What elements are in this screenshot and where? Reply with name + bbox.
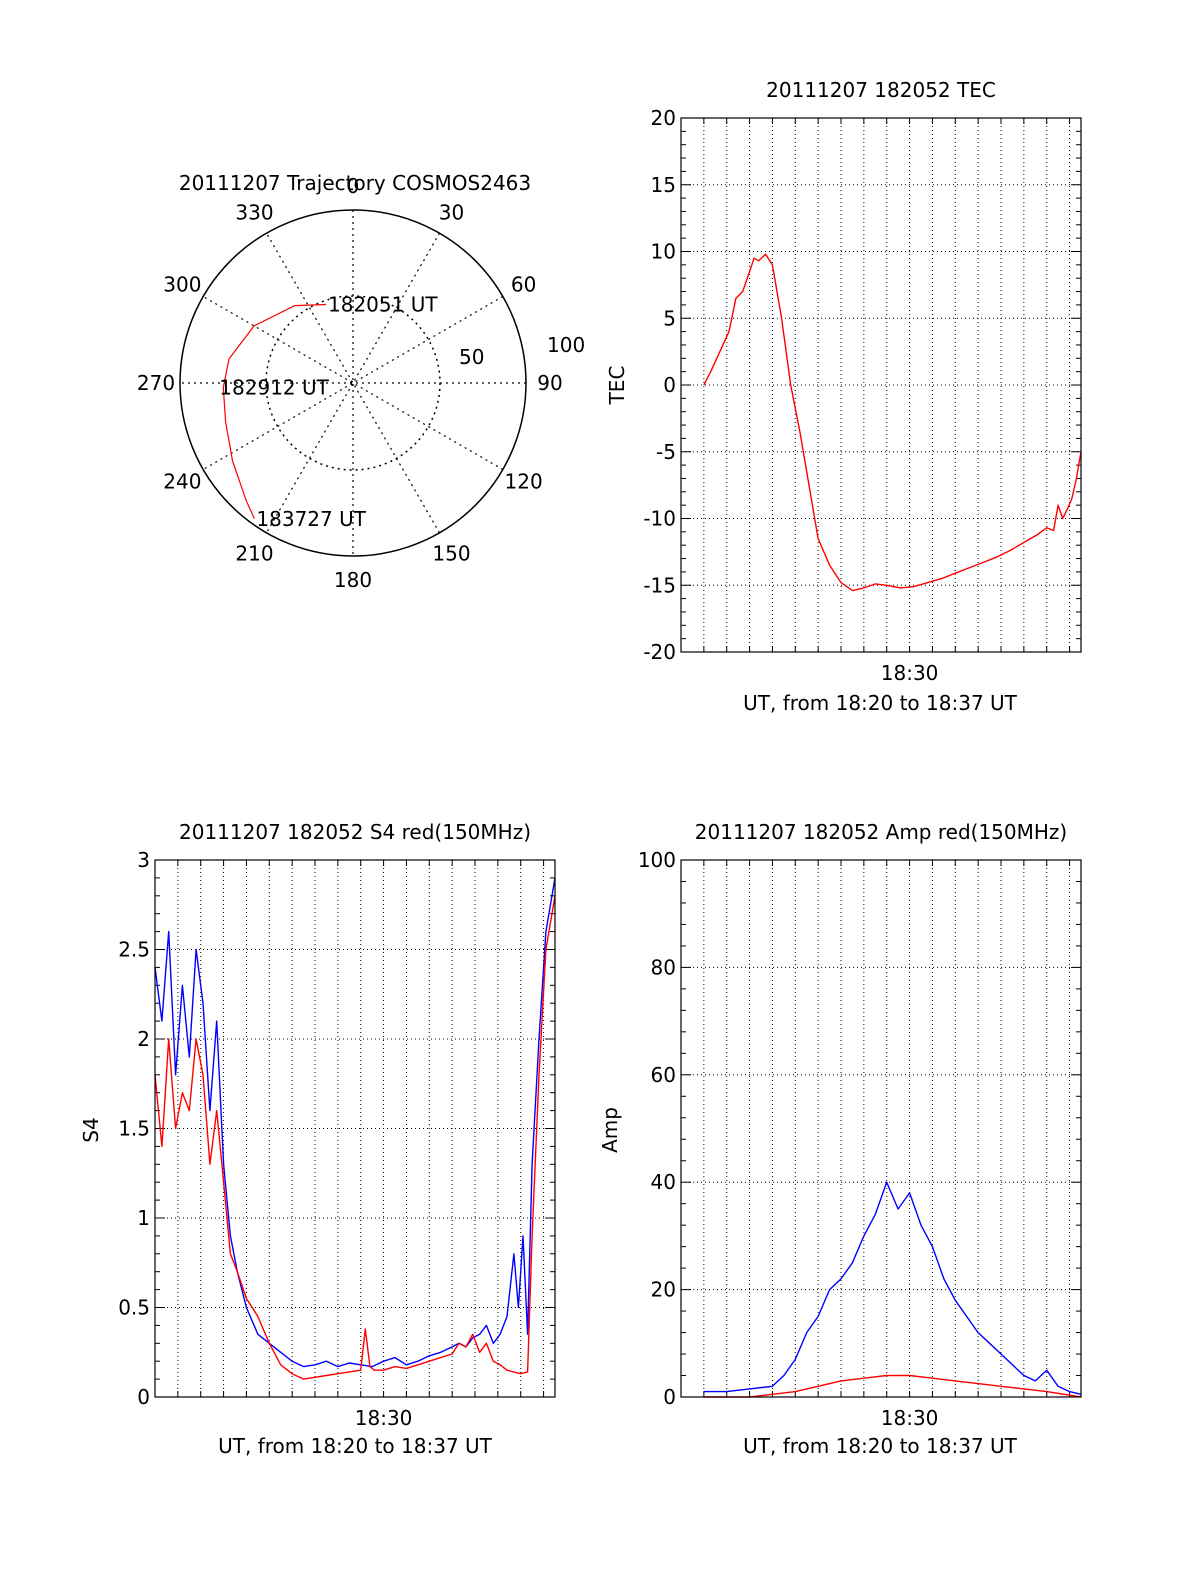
s4-x-tick-label: 18:30 [355, 1406, 413, 1430]
amp-series-line-1 [703, 1374, 1082, 1398]
tec-title: 20111207 182052 TEC [766, 78, 996, 102]
annotation-start-time: 182051 UT [328, 293, 438, 317]
tec-y-tick-label: 0 [663, 373, 676, 397]
tec-y-tick-label: -15 [643, 573, 676, 597]
amp-y-tick-label: 40 [651, 1170, 676, 1194]
azimuth-label-120: 120 [505, 470, 543, 494]
polar-spoke-30 [265, 232, 441, 534]
azimuth-label-60: 60 [511, 273, 536, 297]
tec-chart: 20111207 182052 TEC TEC UT, from 18:20 t… [605, 78, 1082, 715]
tec-y-tick-labels: 20 15 10 5 0 -5 -10 -15 -20 [643, 106, 676, 664]
amp-y-tick-label: 20 [651, 1278, 676, 1302]
s4-y-tick-labels: 3 2.5 2 1.5 1 0.5 0 [118, 848, 150, 1409]
polar-spoke-150 [265, 232, 441, 534]
tec-plot-frame [680, 117, 1082, 653]
tec-x-tick-label: 18:30 [881, 661, 939, 685]
azimuth-label-90: 90 [537, 371, 562, 395]
polar-spoke-120 [202, 295, 504, 471]
s4-y-tick-label: 2.5 [118, 938, 150, 962]
azimuth-label-330: 330 [235, 200, 273, 224]
s4-y-tick-label: 1 [137, 1206, 150, 1230]
tec-x-axis-label: UT, from 18:20 to 18:37 UT [743, 691, 1018, 715]
amp-y-tick-labels: 100 80 60 40 20 0 [638, 848, 676, 1409]
tec-x-tick-labels: 18:30 [881, 661, 939, 685]
tec-series-line-0 [703, 253, 1082, 592]
tec-grid [681, 118, 1081, 652]
tec-y-axis-label: TEC [605, 366, 629, 406]
polar-spokes [180, 210, 526, 556]
trajectory-title: 20111207 Trajectory COSMOS2463 [179, 171, 531, 195]
tec-y-tick-label: -20 [643, 640, 676, 664]
trajectory-polar-plot: 20111207 Trajectory COSMOS2463 0 30 60 90 12… [137, 171, 585, 592]
s4-grid [155, 860, 555, 1397]
azimuth-label-270: 270 [137, 371, 175, 395]
azimuth-label-210: 210 [235, 542, 273, 566]
tec-y-tick-label: 15 [651, 173, 676, 197]
s4-y-tick-label: 2 [137, 1027, 150, 1051]
s4-series [154, 877, 556, 1380]
azimuth-label-180: 180 [334, 568, 372, 592]
amp-title: 20111207 182052 Amp red(150MHz) [695, 820, 1067, 844]
s4-x-tick-labels: 18:30 [355, 1406, 413, 1430]
amp-x-axis-label: UT, from 18:20 to 18:37 UT [743, 1434, 1018, 1458]
polar-spoke-60 [202, 295, 504, 471]
tec-y-tick-label: 20 [651, 106, 676, 130]
tec-y-tick-label: -5 [656, 440, 676, 464]
tec-y-tick-label: -10 [643, 507, 676, 531]
amp-tick-marks [681, 859, 1081, 1398]
s4-y-tick-label: 0.5 [118, 1296, 150, 1320]
s4-y-tick-label: 3 [137, 848, 150, 872]
amp-series [703, 1181, 1082, 1398]
s4-chart: 20111207 182052 S4 red(150MHz) S4 UT, fr… [79, 820, 556, 1458]
trajectory-track [222, 303, 327, 520]
azimuth-label-150: 150 [432, 542, 470, 566]
amp-y-tick-label: 80 [651, 955, 676, 979]
amp-chart: 20111207 182052 Amp red(150MHz) Amp UT, … [598, 820, 1082, 1458]
tec-series [703, 253, 1082, 592]
radius-label-100: 100 [547, 333, 585, 357]
amp-y-tick-label: 100 [638, 848, 676, 872]
azimuth-label-300: 300 [163, 273, 201, 297]
tec-y-tick-label: 10 [651, 240, 676, 264]
amp-series-line-0 [703, 1181, 1082, 1395]
s4-x-axis-label: UT, from 18:20 to 18:37 UT [218, 1434, 493, 1458]
amp-y-tick-label: 60 [651, 1063, 676, 1087]
amp-plot-frame [680, 859, 1082, 1398]
amp-x-tick-labels: 18:30 [881, 1406, 939, 1430]
annotation-end-time: 183727 UT [256, 507, 366, 531]
s4-plot-frame [154, 859, 556, 1398]
azimuth-label-30: 30 [439, 200, 464, 224]
s4-series-line-0 [154, 877, 556, 1368]
radius-label-50: 50 [459, 345, 484, 369]
s4-title: 20111207 182052 S4 red(150MHz) [179, 820, 531, 844]
azimuth-label-0: 0 [347, 174, 360, 198]
s4-series-line-1 [154, 895, 556, 1380]
azimuth-label-240: 240 [163, 470, 201, 494]
s4-y-axis-label: S4 [79, 1117, 103, 1142]
tec-y-tick-label: 5 [663, 306, 676, 330]
s4-y-tick-label: 0 [137, 1385, 150, 1409]
amp-grid [681, 860, 1081, 1397]
amp-x-tick-label: 18:30 [881, 1406, 939, 1430]
amp-y-tick-label: 0 [663, 1385, 676, 1409]
amp-y-axis-label: Amp [598, 1107, 622, 1153]
s4-y-tick-label: 1.5 [118, 1117, 150, 1141]
annotation-mid-time: 182912 UT [219, 376, 329, 400]
azimuth-labels: 0 30 60 90 120 150 180 210 240 270 300 330 [137, 174, 563, 592]
